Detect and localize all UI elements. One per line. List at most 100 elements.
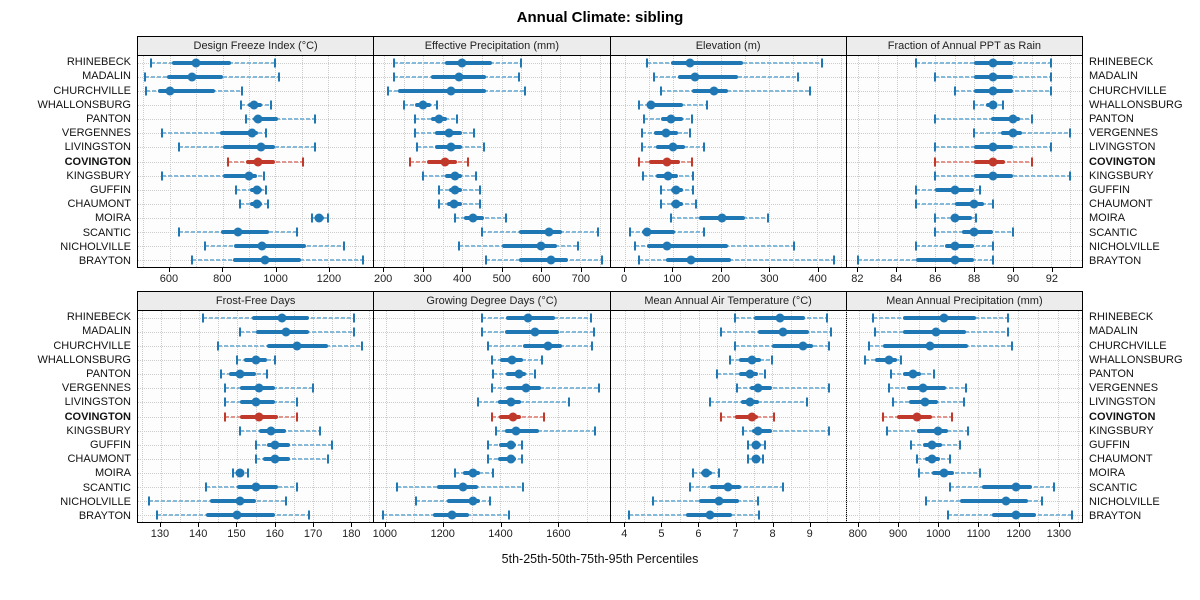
site-label: MOIRA	[94, 212, 131, 225]
whisker-cap	[327, 213, 330, 223]
whisker-cap	[319, 426, 322, 436]
median-dot	[277, 313, 287, 323]
row-gridline	[610, 203, 846, 205]
whisker-cap	[651, 496, 654, 506]
whisker-cap	[782, 482, 785, 492]
median-dot	[988, 142, 998, 152]
whisker-cap	[949, 454, 952, 464]
row-gridline	[374, 119, 610, 121]
panel-strip-title: Fraction of Annual PPT as Rain	[846, 37, 1082, 56]
median-dot	[468, 468, 478, 478]
whisker-cap	[594, 426, 597, 436]
site-label: PANTON	[1089, 112, 1134, 125]
p5-p95-range	[161, 174, 264, 177]
whisker-cap	[314, 142, 317, 152]
x-tick-label: 800	[848, 528, 867, 540]
x-tick-label: 300	[760, 273, 779, 285]
x-tick-label: 600	[159, 273, 179, 285]
median-dot	[281, 327, 291, 337]
p25-p75-bar	[252, 117, 279, 122]
whisker-cap	[486, 440, 489, 450]
whisker-cap	[343, 241, 346, 251]
whisker-cap	[241, 86, 244, 96]
whisker-cap	[915, 58, 918, 68]
whisker-cap	[828, 426, 831, 436]
x-tick-mark	[735, 523, 737, 527]
median-dot	[709, 86, 719, 96]
p25-p75-bar	[665, 257, 731, 262]
whisker-cap	[453, 468, 456, 478]
whisker-cap	[235, 355, 238, 365]
row-gridline	[374, 133, 610, 135]
whisker-cap	[691, 114, 694, 124]
whisker-cap	[1007, 313, 1010, 323]
median-dot	[950, 241, 960, 251]
site-label: RHINEBECK	[66, 56, 131, 69]
median-dot	[536, 241, 546, 251]
axis-spacer	[0, 268, 137, 289]
whisker-cap	[638, 157, 641, 166]
whisker-cap	[396, 482, 399, 492]
whisker-cap	[992, 241, 995, 251]
p5-p95-range	[496, 429, 596, 432]
median-dot	[521, 383, 531, 393]
whisker-cap	[204, 241, 207, 251]
x-tick-mark	[672, 268, 674, 272]
median-dot	[256, 142, 266, 152]
whisker-cap	[741, 426, 744, 436]
whisker-cap	[600, 255, 603, 265]
panel-strip-title: Effective Precipitation (mm)	[374, 37, 610, 56]
whisker-cap	[265, 185, 268, 195]
whisker-cap	[160, 128, 163, 138]
panel-plot-area	[846, 311, 1082, 522]
whisker-cap	[1069, 128, 1072, 138]
site-label: COVINGTON	[1089, 410, 1156, 423]
axis-spacer	[1083, 523, 1200, 544]
x-tick-mark	[772, 523, 774, 527]
whisker-cap	[638, 255, 641, 265]
x-tick-mark	[974, 268, 976, 272]
row-gridline	[138, 472, 374, 474]
x-tick-mark	[896, 268, 898, 272]
panel-plot-area	[374, 56, 610, 267]
whisker-cap	[201, 313, 204, 323]
median-dot	[920, 397, 929, 407]
site-label: WHALLONSBURG	[37, 98, 131, 111]
site-labels-left-top: RHINEBECK MADALIN CHURCHVILLE WHALLONSBURG P…	[0, 36, 137, 268]
whisker-cap	[1071, 510, 1074, 520]
median-dot	[253, 114, 263, 124]
x-tick-mark	[698, 523, 700, 527]
site-label: SCANTIC	[82, 226, 131, 239]
median-dot	[1008, 128, 1018, 138]
whisker-cap	[756, 496, 759, 506]
row-gridline	[610, 147, 846, 149]
whisker-cap	[633, 241, 636, 251]
x-tick-mark	[580, 268, 582, 272]
v-gridline	[845, 311, 847, 522]
row-gridline	[610, 231, 846, 233]
site-label: GUFFIN	[1089, 183, 1130, 196]
whisker-cap	[274, 58, 277, 68]
whisker-cap	[967, 426, 970, 436]
x-tick-label: 100	[663, 273, 682, 285]
median-dot	[1008, 114, 1018, 124]
whisker-cap	[1050, 86, 1053, 96]
median-dot	[705, 510, 715, 520]
median-dot	[314, 213, 324, 223]
panel-elevation: Elevation (m)	[609, 36, 847, 268]
median-dot	[918, 383, 927, 393]
x-tick-mark	[857, 268, 859, 272]
site-label: SCANTIC	[1089, 226, 1138, 239]
panel-plot-area	[138, 311, 374, 522]
p25-p75-bar	[916, 257, 974, 262]
whisker-cap	[691, 157, 694, 166]
median-dot	[511, 426, 521, 436]
median-dot	[506, 454, 516, 464]
p25-p75-bar	[991, 117, 1021, 122]
whisker-cap	[915, 199, 918, 209]
p5-p95-range	[639, 258, 834, 261]
site-label: PANTON	[86, 112, 131, 125]
whisker-cap	[239, 327, 242, 337]
whisker-cap	[963, 397, 966, 407]
whisker-cap	[692, 171, 695, 181]
